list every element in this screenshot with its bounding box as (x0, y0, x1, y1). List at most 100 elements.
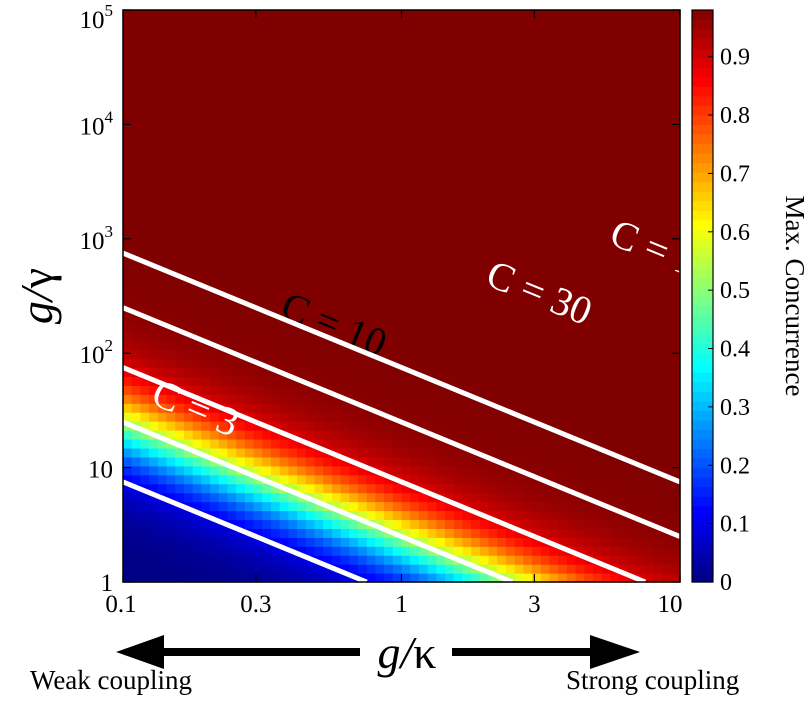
heatmap-cell (601, 421, 611, 431)
heatmap-cell (270, 573, 281, 583)
heatmap-cell (540, 349, 551, 360)
heatmap-cell (627, 27, 638, 38)
heatmap-cell (288, 331, 298, 342)
heatmap-cell (453, 546, 464, 556)
heatmap-cell (227, 153, 237, 163)
heatmap-cell (384, 322, 394, 333)
heatmap-cell (540, 412, 551, 422)
heatmap-cell (183, 179, 194, 190)
heatmap-cell (131, 144, 141, 154)
heatmap-cell (436, 430, 446, 440)
heatmap-cell (488, 117, 498, 127)
heatmap-cell (192, 233, 202, 243)
heatmap-cell (392, 99, 403, 109)
heatmap-cell (505, 108, 516, 118)
heatmap-cell (558, 63, 568, 74)
colorbar-tick-label: 0 (720, 570, 732, 596)
heatmap-cell (584, 510, 594, 521)
heatmap-cell (340, 322, 350, 333)
heatmap-cell (532, 510, 542, 521)
heatmap-cell (462, 251, 472, 261)
heatmap-cell (584, 206, 594, 217)
heatmap-cell (471, 501, 481, 512)
heatmap-cell (331, 224, 342, 235)
heatmap-cell (123, 537, 133, 547)
heatmap-cell (323, 81, 333, 92)
heatmap-cell (210, 376, 220, 386)
heatmap-cell (453, 45, 464, 56)
heatmap-cell (410, 546, 420, 556)
heatmap-cell (253, 537, 263, 547)
heatmap-cell (410, 206, 420, 217)
heatmap-cell (192, 153, 202, 163)
heatmap-cell (270, 18, 281, 29)
heatmap-cell (627, 296, 638, 306)
heatmap-cell (549, 483, 559, 494)
heatmap-cell (314, 465, 324, 476)
heatmap-cell (418, 555, 429, 565)
right-arrow-head-icon (590, 635, 640, 669)
heatmap-cell (479, 206, 490, 217)
colorbar-cell (692, 200, 713, 211)
heatmap-cell (662, 573, 672, 583)
heatmap-cell (331, 45, 342, 56)
heatmap-cell (453, 492, 464, 503)
colorbar-cell (692, 57, 713, 68)
heatmap-cell (192, 322, 202, 333)
heatmap-cell (653, 367, 664, 378)
heatmap-cell (453, 349, 464, 360)
heatmap-cell (471, 135, 481, 145)
heatmap-cell (410, 108, 420, 118)
heatmap-cell (288, 573, 298, 583)
heatmap-cell (375, 45, 385, 56)
heatmap-cell (366, 421, 376, 431)
heatmap-cell (514, 555, 524, 565)
heatmap-cell (436, 528, 446, 538)
heatmap-cell (140, 501, 150, 512)
heatmap-cell (401, 367, 411, 378)
heatmap-cell (540, 206, 551, 217)
heatmap-cell (253, 349, 263, 360)
heatmap-cell (619, 72, 629, 83)
heatmap-cell (532, 412, 542, 422)
heatmap-cell (384, 546, 394, 556)
heatmap-cell (627, 117, 638, 127)
heatmap-cell (340, 465, 350, 476)
heatmap-cell (523, 269, 533, 279)
heatmap-cell (375, 564, 385, 574)
heatmap-cell (166, 412, 176, 422)
heatmap-cell (479, 340, 490, 351)
heatmap-cell (514, 99, 524, 109)
heatmap-cell (192, 555, 202, 565)
heatmap-cell (427, 304, 437, 315)
heatmap-cell (349, 170, 359, 181)
heatmap-cell (436, 18, 446, 29)
heatmap-cell (323, 412, 333, 422)
heatmap-cell (592, 447, 603, 458)
heatmap-cell (392, 63, 403, 74)
heatmap-cell (645, 412, 655, 422)
heatmap-cell (479, 188, 490, 199)
heatmap-cell (645, 224, 655, 235)
heatmap-cell (384, 188, 394, 199)
heatmap-cell (183, 45, 194, 56)
heatmap-cell (540, 153, 551, 163)
heatmap-cell (566, 555, 577, 565)
heatmap-cell (488, 18, 498, 29)
heatmap-cell (445, 36, 455, 47)
heatmap-cell (445, 99, 455, 109)
heatmap-cell (427, 72, 437, 83)
heatmap-cell (427, 394, 437, 404)
heatmap-cell (584, 573, 594, 583)
heatmap-cell (549, 492, 559, 503)
heatmap-cell (366, 492, 376, 503)
heatmap-cell (253, 90, 263, 100)
heatmap-cell (340, 555, 350, 565)
heatmap-cell (636, 474, 646, 485)
heatmap-cell (410, 36, 420, 47)
heatmap-cell (392, 188, 403, 199)
heatmap-cell (592, 313, 603, 324)
heatmap-cell (619, 63, 629, 74)
heatmap-cell (592, 394, 603, 404)
heatmap-cell (540, 278, 551, 288)
